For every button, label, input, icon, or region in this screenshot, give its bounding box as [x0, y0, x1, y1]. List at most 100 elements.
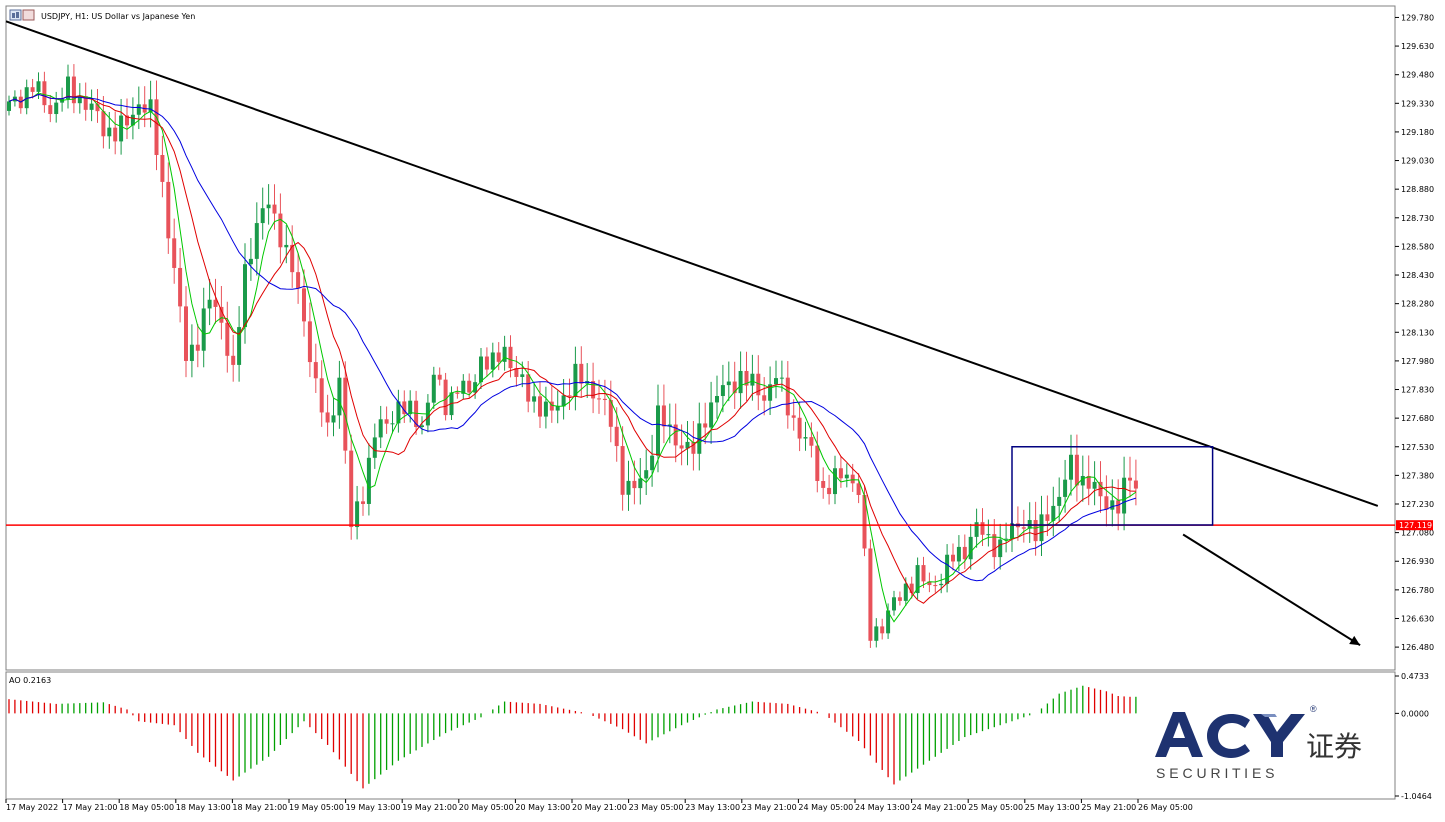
- candle-body: [927, 581, 932, 586]
- price-tick-label: 126.930: [1401, 557, 1434, 566]
- candle-body: [189, 344, 194, 361]
- candle-body: [744, 370, 749, 386]
- price-tick-label: 129.630: [1401, 42, 1434, 51]
- candle-body: [597, 398, 601, 400]
- candle-body: [384, 419, 389, 424]
- price-tick-label: 128.430: [1401, 271, 1434, 280]
- candle-body: [514, 368, 519, 377]
- candle-body: [850, 474, 855, 484]
- candle-body: [1133, 480, 1138, 489]
- candle-body: [431, 374, 436, 403]
- forecast-arrow[interactable]: [1182, 533, 1361, 647]
- candle-body: [844, 474, 849, 479]
- candle-body: [827, 487, 832, 495]
- candle-body: [154, 99, 159, 156]
- time-tick-label: 18 May 21:00: [232, 803, 287, 812]
- candle-body: [573, 363, 578, 397]
- candle-body: [974, 522, 979, 537]
- range-box[interactable]: [1011, 446, 1214, 526]
- candle-body: [821, 481, 826, 488]
- candle-body: [237, 327, 242, 365]
- candle-body: [667, 424, 672, 427]
- candle-body: [1128, 477, 1132, 481]
- candle-body: [484, 356, 489, 370]
- chart-window-icon-2[interactable]: [22, 9, 35, 21]
- support-price-label: 127.119: [1399, 521, 1432, 530]
- candle-body: [874, 626, 879, 641]
- candle-body: [508, 346, 513, 369]
- candle-body: [130, 114, 135, 126]
- ao-label: AO 0.2163: [9, 676, 51, 685]
- candle-body: [543, 401, 548, 417]
- candle-body: [650, 455, 655, 471]
- candle-body: [732, 381, 737, 394]
- candle-body: [467, 380, 472, 393]
- candle-body: [1092, 481, 1097, 489]
- candle-body: [797, 417, 802, 439]
- candle-body: [402, 401, 407, 415]
- candle-body: [1116, 500, 1121, 514]
- price-tick-label: 126.630: [1401, 614, 1434, 623]
- candle-body: [496, 352, 501, 362]
- candle-body: [372, 437, 377, 458]
- time-tick-label: 19 May 05:00: [289, 803, 344, 812]
- candle-body: [897, 597, 902, 601]
- candle-body: [107, 127, 112, 137]
- candle-body: [1086, 475, 1091, 489]
- time-tick-label: 23 May 21:00: [742, 803, 797, 812]
- chart-window-icon[interactable]: [9, 9, 22, 21]
- candle-body: [998, 539, 1003, 558]
- candle-body: [473, 382, 478, 393]
- chart-window-icon-inner: [16, 12, 19, 18]
- main-plot-frame: [5, 5, 1396, 671]
- candle-body: [243, 264, 247, 328]
- candle-body: [656, 405, 660, 456]
- candle-body: [661, 405, 666, 427]
- candle-body: [390, 423, 395, 425]
- candle-body: [880, 626, 885, 634]
- candle-body: [626, 480, 631, 495]
- candle-body: [272, 204, 277, 214]
- candle-body: [915, 565, 920, 594]
- candle-body: [290, 244, 295, 273]
- candle-body: [608, 400, 613, 427]
- candle-body: [42, 81, 47, 106]
- time-tick-label: 20 May 05:00: [459, 803, 514, 812]
- candle-body: [66, 76, 70, 99]
- candle-body: [768, 384, 773, 401]
- price-tick-label: 129.030: [1401, 157, 1434, 166]
- candle-body: [195, 344, 200, 351]
- candle-body: [856, 483, 861, 495]
- candle-body: [349, 450, 354, 528]
- price-tick-label: 127.680: [1401, 414, 1434, 423]
- candle-body: [726, 381, 731, 386]
- ao-tick-label: 0.0000: [1401, 709, 1429, 718]
- candle-body: [260, 208, 265, 224]
- candle-body: [414, 400, 419, 427]
- candle-body: [614, 426, 619, 447]
- time-tick-label: 25 May 05:00: [968, 803, 1023, 812]
- candle-body: [455, 392, 460, 394]
- trendline[interactable]: [5, 20, 1379, 507]
- candle-body: [886, 610, 891, 634]
- candle-body: [892, 597, 896, 611]
- forecast-arrow-head: [1349, 635, 1361, 646]
- price-tick-label: 127.380: [1401, 471, 1434, 480]
- candle-body: [567, 395, 572, 397]
- annotations: 127.119: [5, 20, 1433, 647]
- price-tick-label: 126.780: [1401, 586, 1434, 595]
- candle-body: [939, 583, 944, 586]
- price-tick-label: 127.830: [1401, 386, 1434, 395]
- candle-body: [862, 494, 867, 549]
- time-tick-label: 24 May 21:00: [912, 803, 967, 812]
- candle-body: [602, 398, 607, 401]
- time-tick-label: 18 May 13:00: [176, 803, 231, 812]
- time-tick-label: 17 May 21:00: [63, 803, 118, 812]
- candle-body: [201, 308, 206, 351]
- candle-body: [833, 468, 837, 495]
- candle-body: [750, 373, 755, 386]
- candle-body: [992, 534, 997, 558]
- time-tick-label: 26 May 05:00: [1138, 803, 1193, 812]
- logo-chinese: 证券: [1306, 731, 1362, 762]
- candle-body: [502, 346, 507, 362]
